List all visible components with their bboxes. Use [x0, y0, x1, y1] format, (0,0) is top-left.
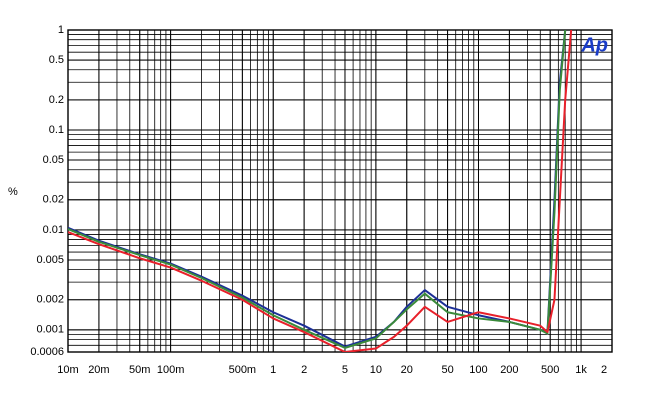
grid — [67, 29, 613, 353]
series-line — [68, 30, 567, 349]
x-tick-label: 20 — [401, 364, 413, 376]
lines — [68, 30, 573, 352]
x-tick-label: 5 — [342, 364, 348, 376]
y-axis-label: % — [8, 186, 18, 198]
x-tick-label: 200 — [500, 364, 518, 376]
plot-frame — [67, 29, 613, 353]
y-tick-label: 0.2 — [49, 94, 64, 106]
x-tick-label: 100m — [157, 364, 185, 376]
y-tick-label: 0.001 — [36, 324, 64, 336]
y-tick-label: 0.05 — [43, 154, 64, 166]
y-tick-label: 0.02 — [43, 194, 64, 206]
y-tick-label: 0.5 — [49, 54, 64, 66]
y-tick-label: 0.1 — [49, 124, 64, 136]
y-tick-label: 0.002 — [36, 294, 64, 306]
series-line — [68, 30, 573, 352]
y-tick-label: 0.0006 — [30, 346, 64, 358]
series-line — [68, 30, 567, 348]
y-tick-label: 0.01 — [43, 224, 64, 236]
x-tick-label: 2 — [301, 364, 307, 376]
x-tick-label: 50 — [441, 364, 453, 376]
x-tick-label: 10 — [370, 364, 382, 376]
x-tick-label: 500m — [229, 364, 257, 376]
y-tick-label: 1 — [58, 24, 64, 36]
x-tick-label: 1 — [270, 364, 276, 376]
x-tick-label: 10m — [57, 364, 78, 376]
x-tick-label: 2 — [601, 364, 607, 376]
x-tick-label: 1k — [575, 364, 587, 376]
x-tick-label: 50m — [129, 364, 150, 376]
x-tick-label: 100 — [469, 364, 487, 376]
x-tick-label: 20m — [88, 364, 109, 376]
x-tick-label: 500 — [541, 364, 559, 376]
logo: Ap — [580, 34, 608, 56]
y-tick-label: 0.005 — [36, 254, 64, 266]
